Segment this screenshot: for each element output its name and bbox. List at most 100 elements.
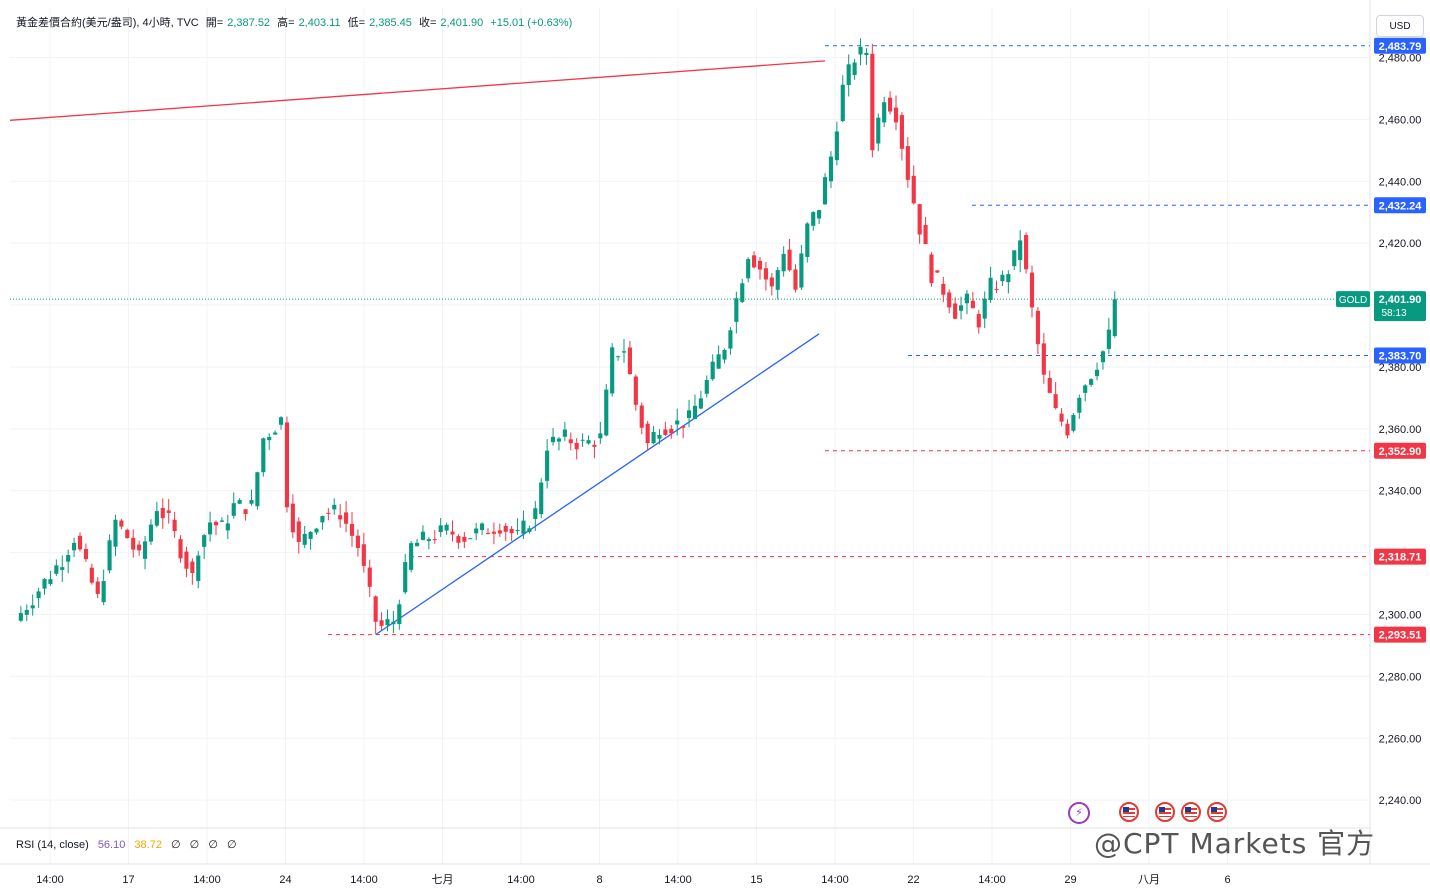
candle-body <box>456 536 461 543</box>
rsi-label: RSI (14, close) <box>16 839 89 851</box>
candle-body <box>822 177 828 205</box>
candle-body <box>876 117 881 144</box>
y-tick-label: 2,280.00 <box>1379 671 1422 683</box>
current-price-value: 2,401.90 <box>1379 294 1422 306</box>
candle-body <box>958 305 964 311</box>
candle-body <box>556 438 562 442</box>
candle-body <box>752 255 757 268</box>
candle-body <box>586 440 591 444</box>
price-level-label: 2,383.70 <box>1379 350 1422 362</box>
candle-body <box>30 605 35 609</box>
x-tick-label: 14:00 <box>36 874 64 886</box>
candle-body <box>710 361 715 380</box>
candle-body <box>675 420 680 425</box>
candle-body <box>302 533 307 545</box>
candle-body <box>716 354 721 369</box>
candle-body <box>539 482 544 515</box>
candle-body <box>663 429 668 435</box>
candle-body <box>681 426 686 428</box>
low-value: 2,385.45 <box>369 17 412 29</box>
candle-body <box>574 442 579 450</box>
candle-body <box>397 604 402 625</box>
x-tick-label: 八月 <box>1138 874 1160 886</box>
currency-button[interactable]: USD <box>1376 15 1424 37</box>
candle-body <box>355 535 360 548</box>
horizontal-levels <box>328 45 1370 636</box>
candle-body <box>970 300 975 309</box>
x-tick-label: 22 <box>907 874 919 886</box>
candle-body <box>444 524 449 531</box>
candle-body <box>976 313 981 328</box>
x-tick-label: 14:00 <box>350 874 378 886</box>
candle-body <box>154 511 159 526</box>
candle-body <box>728 330 733 349</box>
candle-body <box>645 423 650 444</box>
price-level-badge <box>1374 37 1426 54</box>
candle-body <box>769 277 774 287</box>
candle-body <box>438 525 443 533</box>
candle-body <box>243 509 248 514</box>
candle-body <box>314 528 319 533</box>
candle-body <box>1053 394 1058 409</box>
y-tick-label: 2,240.00 <box>1379 795 1422 807</box>
candle-body <box>1012 250 1017 267</box>
candle-body <box>1094 369 1100 377</box>
candle-body <box>598 433 603 439</box>
candle-body <box>267 436 272 441</box>
candle-body <box>698 398 703 409</box>
us-flag-event-icon[interactable] <box>1155 802 1175 822</box>
x-tick-label: 14:00 <box>507 874 535 886</box>
candle-body <box>24 609 29 615</box>
candle-body <box>1089 379 1094 385</box>
price-level-badge <box>1374 626 1426 643</box>
candle-body <box>947 292 952 308</box>
candle-body <box>911 175 916 204</box>
candle-body <box>1059 413 1064 422</box>
candle-body <box>533 508 538 519</box>
candle-body <box>18 613 23 621</box>
candle-body <box>639 405 644 428</box>
candle-body <box>757 260 763 270</box>
candle-body <box>899 115 904 149</box>
candle-body <box>793 269 798 290</box>
us-flag-event-icon[interactable] <box>1119 802 1139 822</box>
candle-body <box>273 432 278 435</box>
candle-body <box>36 591 41 599</box>
candle-body <box>391 621 396 625</box>
rsi-extra-2: ∅ <box>189 839 200 851</box>
candle-body <box>107 540 112 571</box>
price-level-label: 2,432.24 <box>1379 200 1423 212</box>
x-tick-label: 29 <box>1064 874 1076 886</box>
us-flag-event-icon[interactable] <box>1181 802 1201 822</box>
candle-body <box>48 579 53 584</box>
candle-body <box>160 507 165 519</box>
candle-body <box>278 417 284 425</box>
candle-body <box>373 596 378 622</box>
candle-body <box>72 542 77 551</box>
candle-body <box>781 253 786 272</box>
candle-body <box>332 504 337 510</box>
candle-body <box>616 356 621 358</box>
rsi-extra-4: ∅ <box>226 839 237 851</box>
chart-grid <box>10 57 1370 801</box>
lightning-icon[interactable]: ⚡ <box>1068 802 1090 824</box>
candle-body <box>290 503 295 533</box>
candle-body <box>480 523 485 531</box>
open-label: 開= <box>205 17 224 29</box>
candle-body <box>468 538 473 540</box>
candle-body <box>669 428 674 434</box>
price-level-label: 2,293.51 <box>1379 630 1422 642</box>
candle-body <box>734 298 739 322</box>
candle-body <box>450 531 455 535</box>
us-flag-event-icon[interactable] <box>1207 802 1227 822</box>
candle-body <box>882 102 887 123</box>
x-tick-label: 15 <box>750 874 762 886</box>
candle-body <box>385 619 390 626</box>
watermark: @CPT Markets 官方 <box>1094 827 1376 860</box>
candle-body <box>657 435 662 439</box>
candle-body <box>763 268 768 280</box>
candle-body <box>462 536 467 542</box>
candle-body <box>284 422 290 508</box>
candle-body <box>852 62 857 75</box>
